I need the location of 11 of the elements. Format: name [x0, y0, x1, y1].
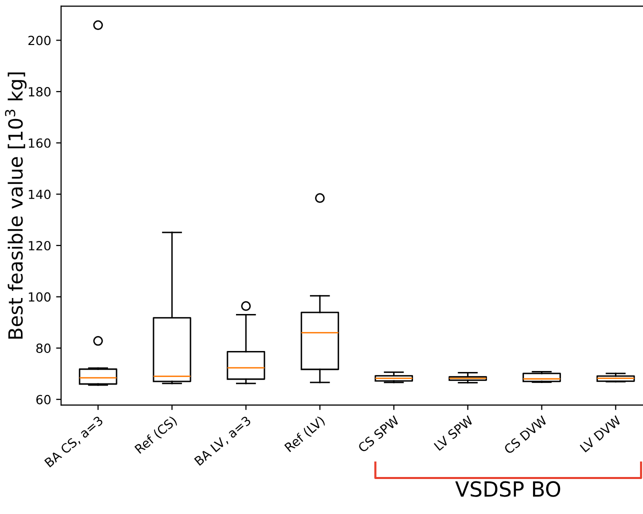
y-tick-label: 140 — [28, 190, 51, 200]
y-tick-label: 60 — [36, 394, 51, 404]
y-tick-label: 80 — [36, 344, 51, 354]
y-axis-title: Best feasible value [10$^{3}$ kg] — [4, 72, 27, 339]
y-tick-label: 160 — [28, 138, 51, 148]
y-tick-label: 100 — [28, 292, 51, 302]
y-tick-label: 120 — [28, 240, 51, 250]
y-tick-label: 180 — [28, 87, 51, 97]
y-tick-label: 200 — [28, 36, 51, 46]
x-tick-label: Ref (LV) — [284, 415, 326, 454]
text: VSDSP BO — [455, 481, 560, 497]
